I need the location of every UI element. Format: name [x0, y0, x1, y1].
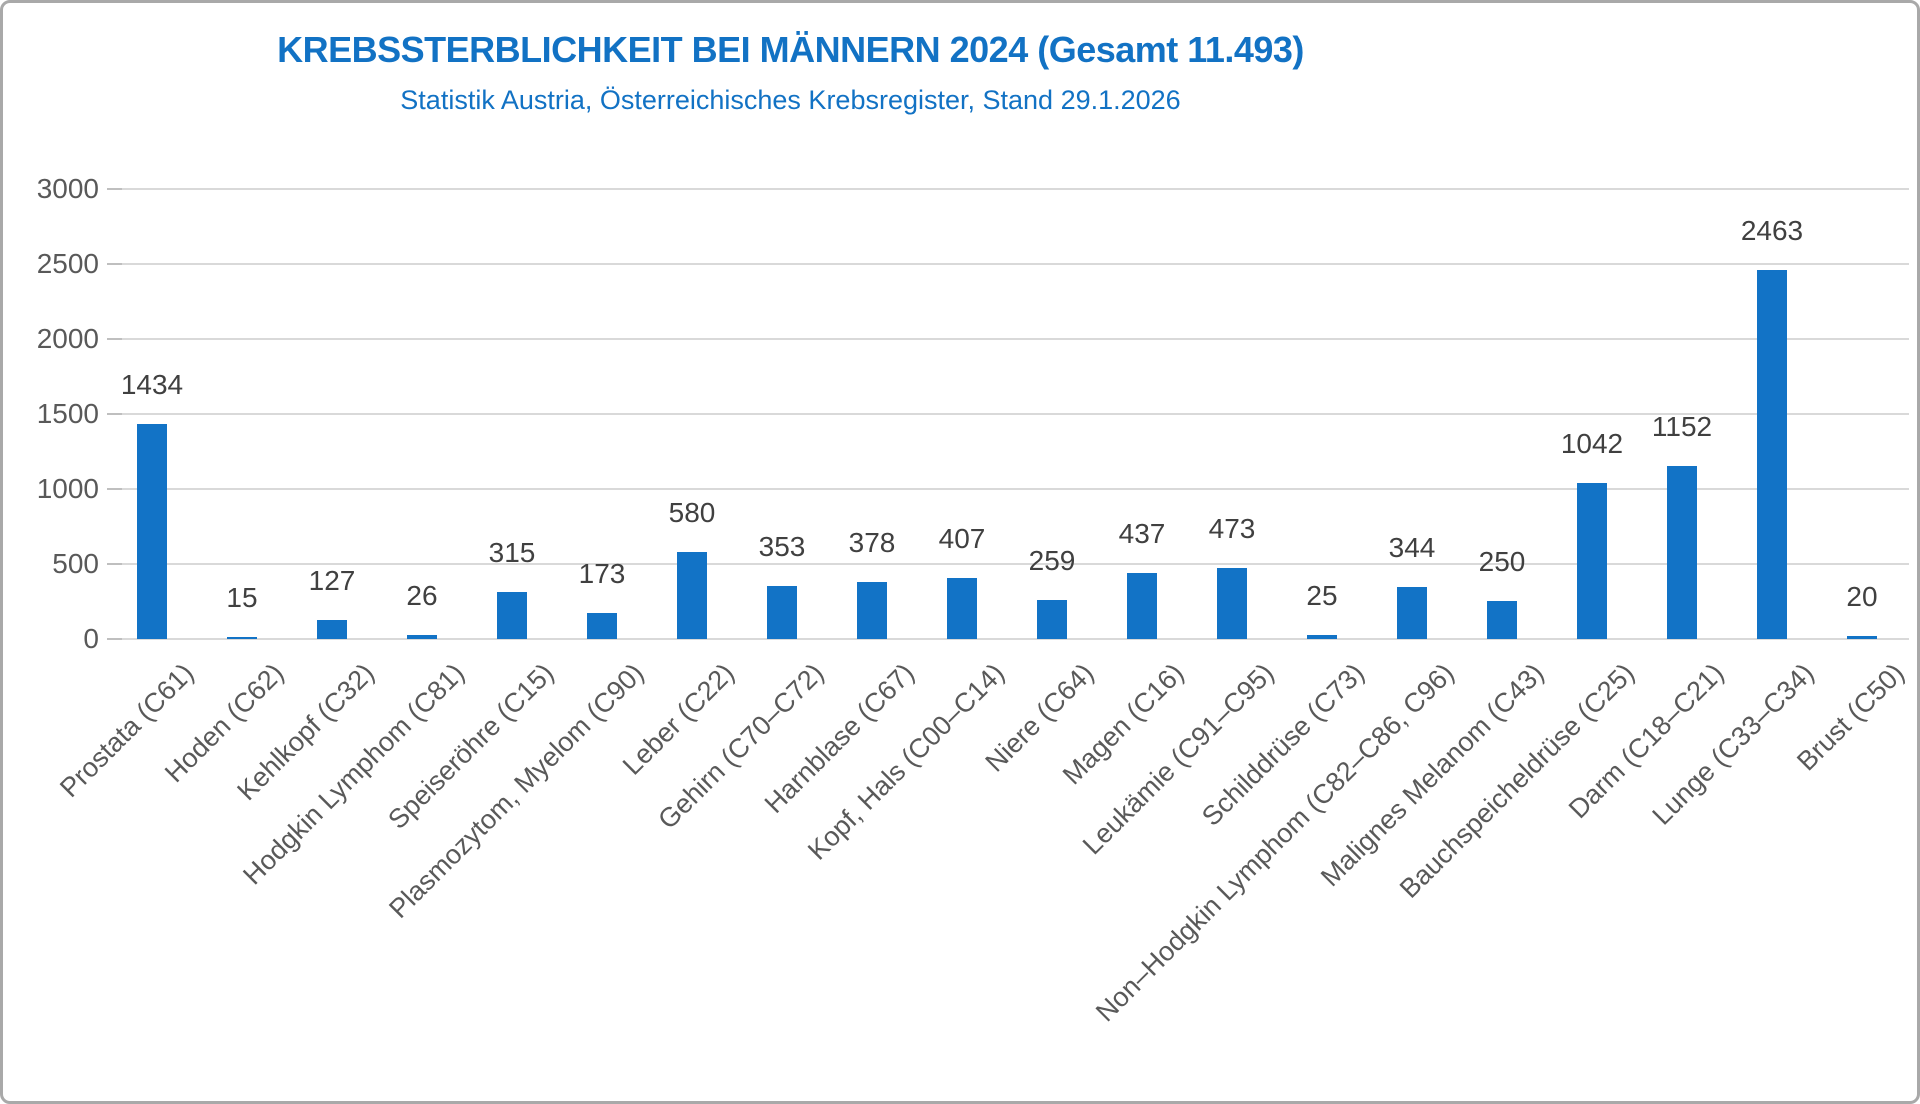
bar — [317, 620, 347, 639]
bar-value-label: 1152 — [1651, 411, 1713, 442]
gridline — [107, 413, 1909, 415]
x-axis-category-label: Schilddrüse (C73) — [1195, 657, 1370, 832]
bar — [1667, 466, 1697, 639]
gridline — [107, 638, 1909, 640]
x-axis-category-label: Lunge (C33–C34) — [1646, 657, 1820, 831]
bar-value-label: 315 — [488, 537, 536, 568]
bar-value-label: 353 — [758, 531, 806, 562]
bar — [227, 637, 257, 639]
bar — [587, 613, 617, 639]
x-axis-category-label: Speiseröhre (C15) — [382, 657, 560, 835]
bar-value-label: 127 — [308, 565, 356, 596]
y-axis-tick — [107, 188, 122, 190]
bar-value-label: 259 — [1028, 545, 1076, 576]
bar — [677, 552, 707, 639]
bar-value-label: 20 — [1846, 581, 1878, 612]
bar-value-label: 378 — [848, 527, 896, 558]
y-axis-tick — [107, 563, 122, 565]
bar — [947, 578, 977, 639]
y-axis-tick-label: 2500 — [36, 248, 99, 279]
bar — [137, 424, 167, 639]
y-axis-tick — [107, 263, 122, 265]
bar — [1307, 635, 1337, 639]
x-axis-category-label: Darm (C18–C21) — [1563, 657, 1730, 825]
bar-value-label: 250 — [1478, 546, 1526, 577]
bar-value-label: 2463 — [1740, 215, 1804, 246]
bar — [1037, 600, 1067, 639]
chart-subtitle: Statistik Austria, Österreichisches Kreb… — [400, 85, 1181, 115]
x-axis-category-label: Gehirn (C70–C72) — [652, 657, 830, 835]
y-axis-tick — [107, 413, 122, 415]
bar — [1577, 483, 1607, 639]
gridline — [107, 563, 1909, 565]
bar — [857, 582, 887, 639]
bar-value-label: 407 — [938, 523, 986, 554]
gridline — [107, 188, 1909, 190]
bar-value-label: 580 — [668, 497, 716, 528]
y-axis-tick-label: 500 — [52, 548, 99, 579]
bar-value-label: 437 — [1118, 518, 1166, 549]
plot-area: 0 500 1000 1500 2000 2500 3000 1434 Prostata (C6… — [3, 3, 1917, 1101]
bar — [1127, 573, 1157, 639]
y-axis-tick-label: 0 — [83, 623, 99, 654]
y-axis-tick-label: 2000 — [36, 323, 99, 354]
y-axis-tick-label: 1500 — [36, 398, 99, 429]
bar-value-label: 1434 — [120, 369, 184, 400]
gridline — [107, 488, 1909, 490]
chart-title: KREBSSTERBLICHKEIT BEI MÄNNERN 2024 (Ges… — [277, 29, 1304, 70]
y-axis-tick-label: 3000 — [36, 173, 99, 204]
bar-value-label: 25 — [1306, 580, 1338, 611]
bar-value-label: 26 — [406, 580, 438, 611]
bar — [1757, 270, 1787, 639]
gridline — [107, 338, 1909, 340]
bar — [497, 592, 527, 639]
bar-value-label: 344 — [1388, 532, 1436, 563]
y-axis-tick — [107, 638, 122, 640]
bar — [1847, 636, 1877, 639]
bar — [1487, 601, 1517, 639]
gridline — [107, 263, 1909, 265]
bar-value-label: 15 — [226, 582, 258, 613]
y-axis-tick — [107, 338, 122, 340]
bar — [1397, 587, 1427, 639]
bar — [767, 586, 797, 639]
bar — [1217, 568, 1247, 639]
y-axis-tick — [107, 488, 122, 490]
bar-value-label: 473 — [1208, 513, 1256, 544]
bar-value-label: 173 — [578, 558, 626, 589]
y-axis-tick-label: 1000 — [36, 473, 99, 504]
bar — [407, 635, 437, 639]
bar-value-label: 1042 — [1560, 428, 1624, 459]
